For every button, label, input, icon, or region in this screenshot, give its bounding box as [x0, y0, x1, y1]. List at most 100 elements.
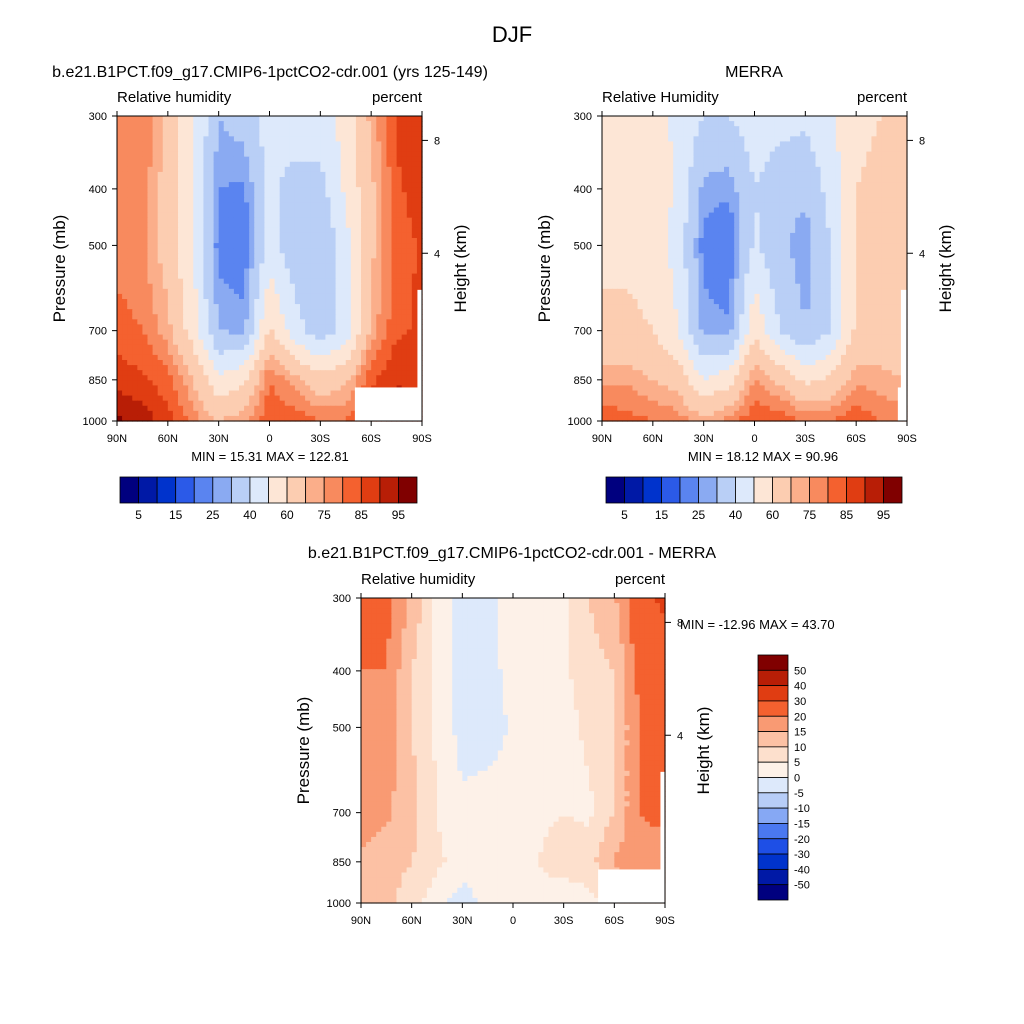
contour-cell — [284, 121, 291, 127]
contour-cell — [254, 243, 260, 249]
colorbar-label: 85 — [355, 508, 369, 522]
contour-cell — [325, 304, 332, 310]
contour-cell — [678, 146, 684, 153]
contour-cell — [244, 324, 250, 331]
contour-cell — [142, 314, 149, 320]
contour-cell — [779, 212, 786, 219]
contour-cell — [233, 121, 240, 127]
contour-cell — [157, 192, 164, 198]
contour-cell — [193, 309, 199, 315]
contour-cell — [178, 395, 184, 402]
contour-cell — [396, 278, 403, 285]
contour-cell — [335, 329, 342, 336]
contour-cell — [320, 248, 327, 254]
contour-cell — [376, 293, 382, 300]
contour-cell — [815, 161, 822, 168]
contour-cell — [142, 207, 149, 214]
contour-cell — [800, 222, 806, 229]
contour-cell — [289, 375, 296, 381]
contour-cell — [183, 161, 189, 168]
contour-cell — [376, 141, 382, 148]
contour-cell — [122, 126, 128, 132]
contour-cell — [810, 121, 817, 127]
contour-cell — [795, 136, 801, 143]
contour-cell — [137, 400, 144, 407]
contour-cell — [815, 166, 822, 173]
contour-cell — [411, 283, 418, 290]
contour-cell — [381, 268, 388, 275]
contour-cell — [269, 415, 276, 422]
contour-cell — [279, 243, 286, 249]
contour-cell — [244, 136, 250, 143]
contour-cell — [622, 207, 629, 214]
contour-cell — [142, 415, 149, 422]
contour-cell — [320, 171, 327, 178]
contour-cell — [279, 354, 286, 361]
contour-cell — [305, 258, 311, 265]
contour-cell — [122, 182, 128, 188]
contour-cell — [198, 395, 205, 402]
contour-cell — [744, 182, 751, 188]
contour-cell — [350, 131, 357, 137]
contour-cell — [386, 171, 393, 178]
contour-cell — [350, 192, 357, 198]
y-axis-title-model: Pressure (mb) — [50, 215, 69, 323]
contour-cell — [861, 212, 867, 219]
contour-cell — [355, 136, 362, 143]
contour-cell — [223, 126, 230, 132]
contour-cell — [289, 278, 296, 285]
contour-cell — [320, 339, 327, 346]
contour-cell — [335, 182, 342, 188]
contour-cell — [896, 116, 903, 122]
contour-cell — [167, 217, 174, 224]
contour-cell — [213, 304, 220, 310]
contour-cell — [708, 151, 715, 158]
contour-cell — [117, 415, 123, 422]
contour-cell — [259, 197, 266, 204]
contour-cell — [157, 299, 164, 305]
contour-cell — [249, 385, 255, 392]
contour-cell — [749, 141, 756, 148]
contour-cell — [779, 177, 786, 183]
contour-cell — [305, 217, 311, 224]
contour-cell — [264, 299, 271, 305]
contour-cell — [886, 151, 893, 158]
contour-cell — [259, 227, 266, 234]
contour-cell — [137, 146, 144, 153]
contour-cell — [713, 136, 720, 143]
contour-cell — [391, 329, 398, 336]
contour-cell — [391, 293, 398, 300]
contour-cell — [279, 238, 286, 244]
contour-cell — [724, 171, 730, 178]
contour-cell — [127, 202, 133, 209]
contour-cell — [391, 360, 398, 366]
contour-cell — [805, 177, 812, 183]
contour-cell — [627, 187, 634, 193]
contour-cell — [708, 177, 715, 183]
contour-cell — [157, 319, 164, 326]
contour-cell — [218, 273, 225, 280]
contour-cell — [254, 161, 260, 168]
contour-cell — [193, 243, 199, 249]
contour-cell — [800, 146, 806, 153]
contour-cell — [820, 207, 827, 214]
contour-cell — [233, 151, 240, 158]
contour-cell — [310, 151, 316, 158]
contour-cell — [335, 415, 342, 422]
contour-cell — [213, 238, 220, 244]
contour-cell — [269, 222, 276, 229]
contour-cell — [835, 192, 842, 198]
contour-cell — [376, 146, 382, 153]
contour-cell — [213, 268, 220, 275]
contour-cell — [881, 126, 888, 132]
contour-cell — [350, 390, 357, 397]
contour-cell — [269, 121, 276, 127]
contour-cell — [203, 227, 210, 234]
contour-cell — [663, 207, 669, 214]
contour-cell — [355, 212, 362, 219]
contour-cell — [167, 171, 174, 178]
contour-cell — [188, 319, 194, 326]
contour-cell — [162, 354, 169, 361]
contour-cell — [208, 278, 215, 285]
contour-cell — [401, 232, 408, 239]
